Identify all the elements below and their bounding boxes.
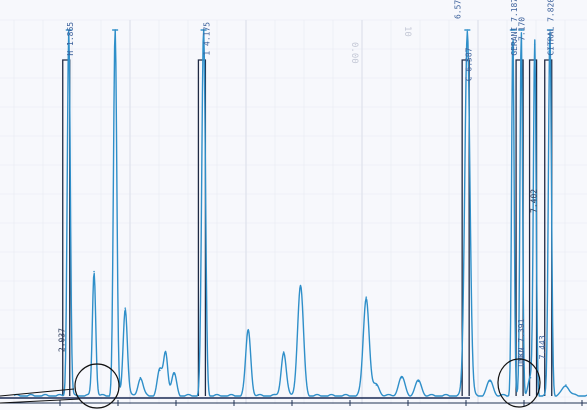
peak-apex-7 xyxy=(164,351,167,353)
peak-apex-12 xyxy=(299,285,302,288)
peak-apex-18 xyxy=(489,380,491,383)
peak-apex-21 xyxy=(529,376,532,379)
peak-apex-14 xyxy=(375,384,378,386)
peak-label-1: H 1.865 xyxy=(66,22,75,56)
peak-label-8: 2.037 xyxy=(58,328,67,352)
peak-label-11: 7.443 xyxy=(538,335,547,359)
peak-apex-8 xyxy=(173,373,175,375)
peak-label-4: 6.575 xyxy=(454,0,463,19)
peak-apex-16 xyxy=(417,380,420,383)
leader-line-left xyxy=(0,388,75,397)
peak-apex-22 xyxy=(533,43,536,46)
peak-label-5: GERANI 7.187 xyxy=(510,0,519,56)
peak-label-9: 7.402 xyxy=(529,189,538,213)
peak-apex-4 xyxy=(124,307,127,309)
circle-mark-right xyxy=(497,358,541,408)
leader-line-left-2 xyxy=(0,398,81,404)
peak-apex-10 xyxy=(247,329,250,331)
integration-mark-1 xyxy=(62,59,71,396)
peak-apex-6 xyxy=(158,369,161,372)
faint-scale-text-2: 10 xyxy=(402,26,412,37)
faint-scale-text-1: 0.00 xyxy=(349,42,359,64)
overlay-annotations xyxy=(0,358,541,409)
circle-mark-left xyxy=(74,363,120,409)
faint-scale-text: 0.00 10 xyxy=(349,26,412,64)
peak-apex-2 xyxy=(93,270,95,273)
peak-apex-24 xyxy=(565,384,567,386)
peak-label-7: CITRAL 7.820 xyxy=(546,0,555,56)
peak-label-2: 1 4.175 xyxy=(202,22,211,56)
peak-label-6: 7.170 xyxy=(518,17,527,41)
peak-apex-13 xyxy=(365,296,368,298)
peak-label-3: C 6.587 xyxy=(465,47,474,81)
peak-apex-5 xyxy=(139,376,142,379)
peak-apex-11 xyxy=(282,351,285,353)
grid xyxy=(0,19,587,404)
integration-mark-3 xyxy=(461,59,470,396)
peak-label-10: UNKN 7.391 xyxy=(517,318,526,366)
peak-apex-15 xyxy=(400,376,403,379)
